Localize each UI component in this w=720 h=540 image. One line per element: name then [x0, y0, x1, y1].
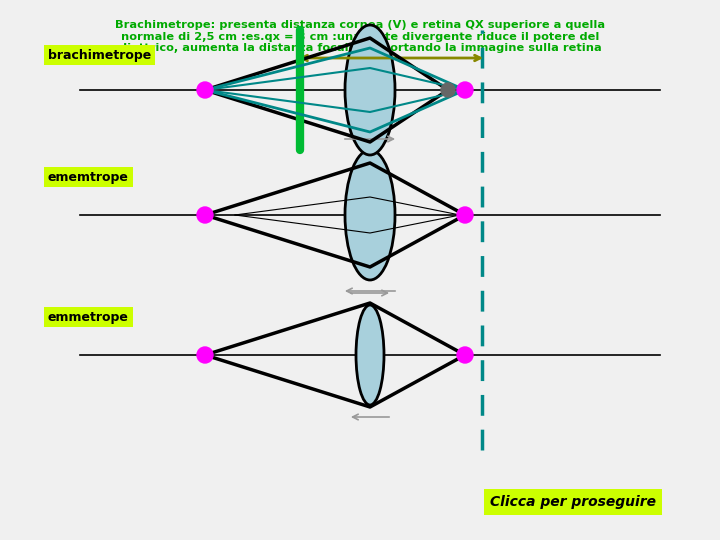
Text: ememtrope: ememtrope: [48, 171, 129, 184]
Circle shape: [441, 83, 455, 97]
Circle shape: [457, 207, 473, 223]
Text: Clicca per proseguire: Clicca per proseguire: [490, 495, 656, 509]
Ellipse shape: [345, 150, 395, 280]
Text: brachimetrope: brachimetrope: [48, 49, 151, 62]
Circle shape: [197, 207, 213, 223]
Text: Brachimetrope: presenta distanza cornea (V) e retina QX superiore a quella
norma: Brachimetrope: presenta distanza cornea …: [115, 20, 605, 53]
Circle shape: [457, 82, 473, 98]
Ellipse shape: [345, 25, 395, 155]
Circle shape: [457, 347, 473, 363]
Ellipse shape: [356, 305, 384, 405]
Circle shape: [197, 82, 213, 98]
Circle shape: [197, 347, 213, 363]
Text: emmetrope: emmetrope: [48, 310, 129, 323]
